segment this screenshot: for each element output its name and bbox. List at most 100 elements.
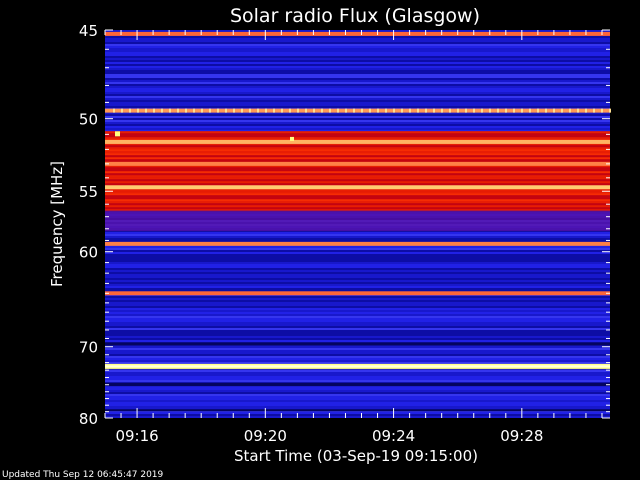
noise-row [105,92,610,94]
burst-dot [257,108,259,113]
noise-row [105,122,610,124]
noise-row [105,290,610,292]
noise-row [105,266,610,268]
noise-row [105,326,610,328]
y-axis: 45 50 55 60 70 80 [79,22,610,428]
noise-row [105,388,610,390]
burst-dot [593,108,595,113]
burst-dot [417,108,419,113]
burst-dot [409,108,411,113]
burst-dot [113,108,115,113]
noise-row [105,46,610,48]
noise-row [105,270,610,272]
noise-row [105,306,610,308]
noise-row [105,286,610,288]
noise-row [105,36,610,38]
burst-dot [337,108,339,113]
noise-row [105,396,610,398]
purple-region [105,210,610,232]
noise-row [105,310,610,312]
red-region-row [105,169,610,172]
noise-row [105,354,610,356]
noise-row [105,264,610,266]
chart-title: Solar radio Flux (Glasgow) [230,5,480,27]
burst-dot [345,108,347,113]
noise-row [105,362,610,364]
burst-dot [137,108,139,113]
burst-dot [393,108,395,113]
noise-row [105,406,610,408]
noise-row [105,78,610,80]
red-region-row [105,197,610,200]
noise-row [105,106,610,108]
red-region-row [105,177,610,180]
burst-dot [233,108,235,113]
noise-row [105,44,610,46]
noise-row [105,62,610,64]
red-region-row [105,153,610,156]
burst-dot [505,108,507,113]
burst-dot [361,108,363,113]
noise-row [105,284,610,286]
noise-row [105,42,610,44]
burst-dot [377,108,379,113]
noise-row [105,126,610,128]
burst-dot [353,108,355,113]
x-tick-label: 09:20 [244,427,287,445]
spectral-band [105,161,610,166]
red-region-row [105,195,610,198]
burst-dot [249,108,251,113]
noise-row [105,64,610,66]
noise-row [105,274,610,276]
burst-dot [209,108,211,113]
burst-dot [217,108,219,113]
burst-dot [425,108,427,113]
burst-dot [497,108,499,113]
noise-row [105,258,610,260]
red-region-row [105,173,610,176]
noise-row [105,390,610,392]
noise-row [105,268,610,270]
noise-dark-row [105,382,610,385]
spectral-band [105,31,610,36]
burst-dot [169,108,171,113]
noise-row [105,308,610,310]
burst-dot [385,108,387,113]
y-tick-label: 60 [79,244,98,262]
burst-spot [115,131,120,137]
noise-row [105,30,610,32]
noise-row [105,336,610,338]
burst-dot [441,108,443,113]
noise-row [105,50,610,52]
noise-row [105,236,610,238]
noise-row [105,130,610,132]
noise-row [105,40,610,42]
noise-row [105,240,610,242]
noise-row [105,356,610,358]
noise-row [105,298,610,300]
burst-dot [521,108,523,113]
noise-row [105,100,610,102]
noise-row [105,80,610,82]
noise-row [105,288,610,290]
red-region-row [105,147,610,150]
red-region-row [105,207,610,210]
noise-row [105,128,610,130]
burst-dot [609,108,611,113]
x-axis: 09:16 09:20 09:24 09:28 [104,30,603,445]
red-region-row [105,159,610,162]
red-region-row [105,167,610,170]
noise-row [105,340,610,342]
noise-dark-row [105,384,610,387]
x-tick-label: 09:24 [372,427,415,445]
burst-dot [401,108,403,113]
noise-row [105,116,610,118]
red-region-row [105,157,610,160]
red-region-row [105,191,610,194]
red-region-row [105,189,610,192]
burst-dot [473,108,475,113]
noise-row [105,102,610,104]
noise-row [105,232,610,234]
burst-dot [241,108,243,113]
